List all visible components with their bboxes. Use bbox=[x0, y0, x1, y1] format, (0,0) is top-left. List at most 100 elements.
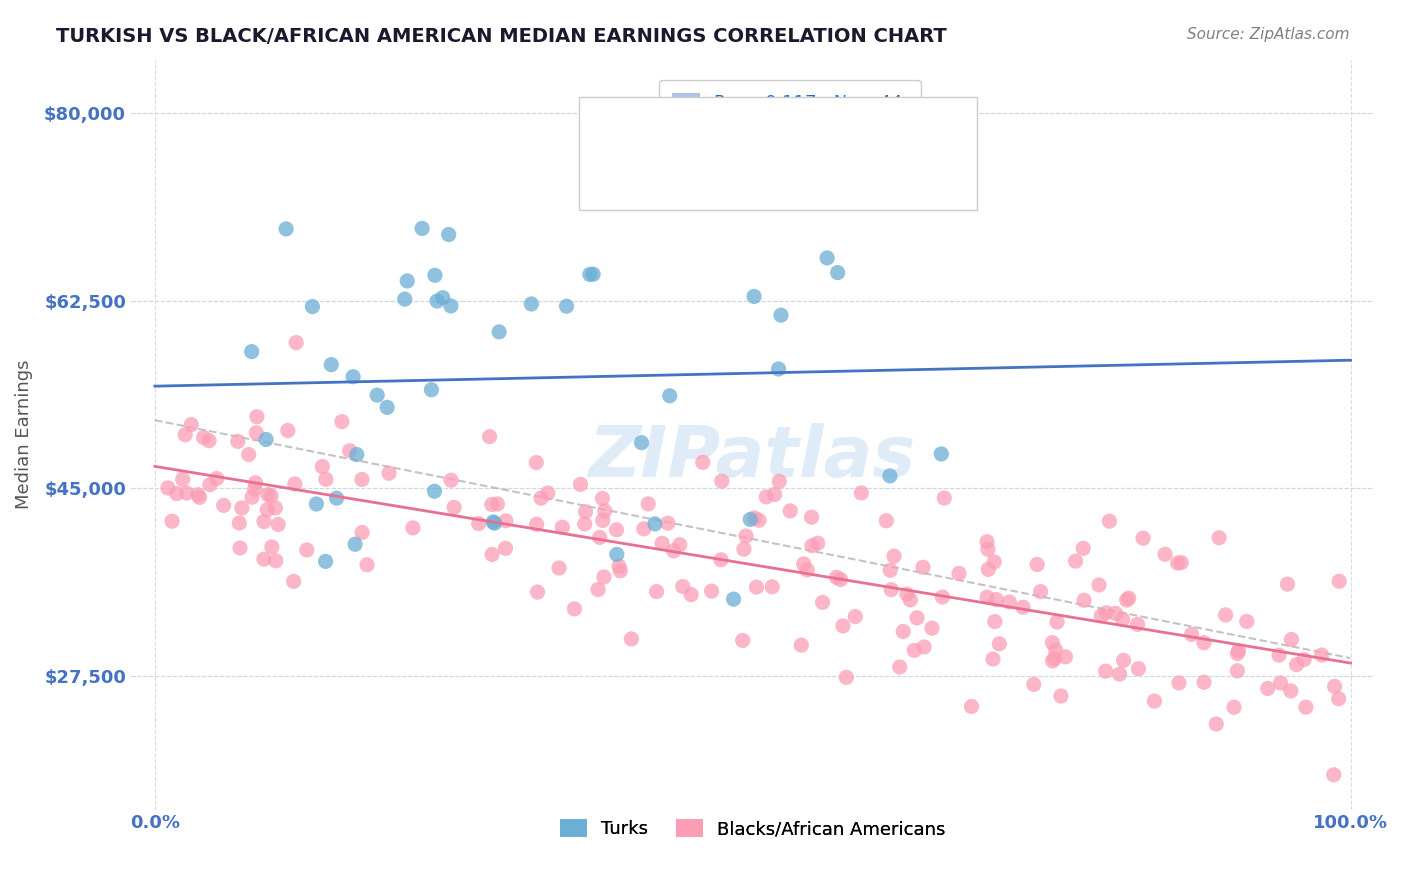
Blacks/African Americans bbox=[832, 619, 855, 633]
Blacks/African Americans bbox=[256, 488, 278, 502]
Blacks/African Americans bbox=[1257, 681, 1279, 696]
Blacks/African Americans bbox=[898, 593, 921, 607]
Blacks/African Americans bbox=[264, 500, 287, 515]
Blacks/African Americans bbox=[1111, 613, 1133, 627]
Blacks/African Americans bbox=[1064, 554, 1087, 568]
Blacks/African Americans bbox=[526, 585, 548, 599]
Blacks/African Americans bbox=[988, 637, 1011, 651]
Blacks/African Americans bbox=[983, 555, 1005, 569]
Blacks/African Americans bbox=[180, 417, 202, 432]
Blacks/African Americans bbox=[440, 473, 463, 487]
Blacks/African Americans bbox=[198, 434, 221, 448]
Turks bbox=[342, 369, 364, 384]
Blacks/African Americans bbox=[1268, 648, 1291, 662]
Blacks/African Americans bbox=[1050, 689, 1073, 703]
Blacks/African Americans bbox=[1167, 556, 1189, 570]
Blacks/African Americans bbox=[253, 515, 276, 529]
Blacks/African Americans bbox=[1118, 591, 1140, 606]
Turks bbox=[411, 221, 433, 235]
Blacks/African Americans bbox=[1294, 652, 1316, 666]
Blacks/African Americans bbox=[284, 477, 307, 491]
Blacks/African Americans bbox=[1022, 677, 1045, 691]
Blacks/African Americans bbox=[1181, 627, 1204, 641]
Blacks/African Americans bbox=[160, 514, 183, 528]
Blacks/African Americans bbox=[402, 521, 425, 535]
Text: ZIPatlas: ZIPatlas bbox=[589, 423, 917, 491]
FancyBboxPatch shape bbox=[579, 97, 977, 210]
Turks bbox=[344, 537, 367, 551]
Blacks/African Americans bbox=[620, 632, 643, 646]
Turks bbox=[423, 268, 446, 283]
Blacks/African Americans bbox=[260, 489, 283, 503]
Turks bbox=[375, 401, 398, 415]
Blacks/African Americans bbox=[1029, 584, 1052, 599]
Turks bbox=[579, 268, 602, 282]
Blacks/African Americans bbox=[238, 448, 260, 462]
Blacks/African Americans bbox=[1208, 531, 1230, 545]
Blacks/African Americans bbox=[1226, 664, 1249, 678]
Turks bbox=[630, 435, 652, 450]
Turks bbox=[769, 308, 792, 322]
Blacks/African Americans bbox=[1012, 600, 1035, 615]
Blacks/African Americans bbox=[264, 554, 287, 568]
Blacks/African Americans bbox=[1104, 607, 1126, 621]
Blacks/African Americans bbox=[1073, 593, 1095, 607]
Blacks/African Americans bbox=[609, 564, 631, 578]
Blacks/African Americans bbox=[1192, 635, 1215, 649]
Blacks/African Americans bbox=[156, 481, 179, 495]
Blacks/African Americans bbox=[755, 490, 778, 504]
Blacks/African Americans bbox=[245, 425, 267, 440]
Blacks/African Americans bbox=[378, 467, 401, 481]
Blacks/African Americans bbox=[633, 522, 655, 536]
Blacks/African Americans bbox=[260, 540, 283, 554]
Blacks/African Americans bbox=[779, 504, 801, 518]
Blacks/African Americans bbox=[240, 490, 263, 504]
Blacks/African Americans bbox=[800, 510, 823, 524]
Turks bbox=[301, 300, 323, 314]
Blacks/African Americans bbox=[537, 486, 560, 500]
Blacks/African Americans bbox=[976, 590, 998, 604]
Blacks/African Americans bbox=[589, 530, 612, 544]
Blacks/African Americans bbox=[481, 548, 503, 562]
Turks bbox=[555, 299, 578, 313]
Blacks/African Americans bbox=[710, 553, 733, 567]
Blacks/African Americans bbox=[912, 640, 935, 654]
Blacks/African Americans bbox=[835, 670, 858, 684]
Turks bbox=[931, 447, 953, 461]
Blacks/African Americans bbox=[226, 434, 249, 449]
Blacks/African Americans bbox=[1094, 664, 1116, 678]
Blacks/African Americans bbox=[1046, 615, 1069, 629]
Blacks/African Americans bbox=[486, 497, 509, 511]
Blacks/African Americans bbox=[668, 538, 690, 552]
Blacks/African Americans bbox=[593, 570, 616, 584]
Turks bbox=[723, 592, 745, 607]
Blacks/African Americans bbox=[574, 516, 596, 531]
Blacks/African Americans bbox=[931, 590, 953, 604]
Blacks/African Americans bbox=[564, 602, 586, 616]
Blacks/African Americans bbox=[745, 580, 768, 594]
Blacks/African Americans bbox=[844, 609, 866, 624]
Blacks/African Americans bbox=[672, 580, 695, 594]
Blacks/African Americans bbox=[495, 541, 517, 556]
Turks bbox=[768, 362, 790, 376]
Blacks/African Americans bbox=[187, 488, 209, 502]
Blacks/African Americans bbox=[1154, 547, 1177, 561]
Blacks/African Americans bbox=[285, 335, 308, 350]
Turks bbox=[740, 512, 762, 526]
Blacks/African Americans bbox=[283, 574, 305, 589]
Blacks/African Americans bbox=[481, 498, 503, 512]
Blacks/African Americans bbox=[748, 513, 770, 527]
Blacks/African Americans bbox=[174, 427, 197, 442]
Blacks/African Americans bbox=[731, 633, 754, 648]
Turks bbox=[827, 266, 849, 280]
Blacks/African Americans bbox=[984, 615, 1007, 629]
Blacks/African Americans bbox=[606, 523, 628, 537]
Blacks/African Americans bbox=[1223, 700, 1246, 714]
Turks bbox=[644, 516, 666, 531]
Turks bbox=[582, 267, 605, 281]
Blacks/African Americans bbox=[350, 473, 373, 487]
Turks bbox=[815, 251, 838, 265]
Blacks/African Americans bbox=[1277, 577, 1299, 591]
Blacks/African Americans bbox=[825, 570, 848, 584]
Turks bbox=[396, 274, 419, 288]
